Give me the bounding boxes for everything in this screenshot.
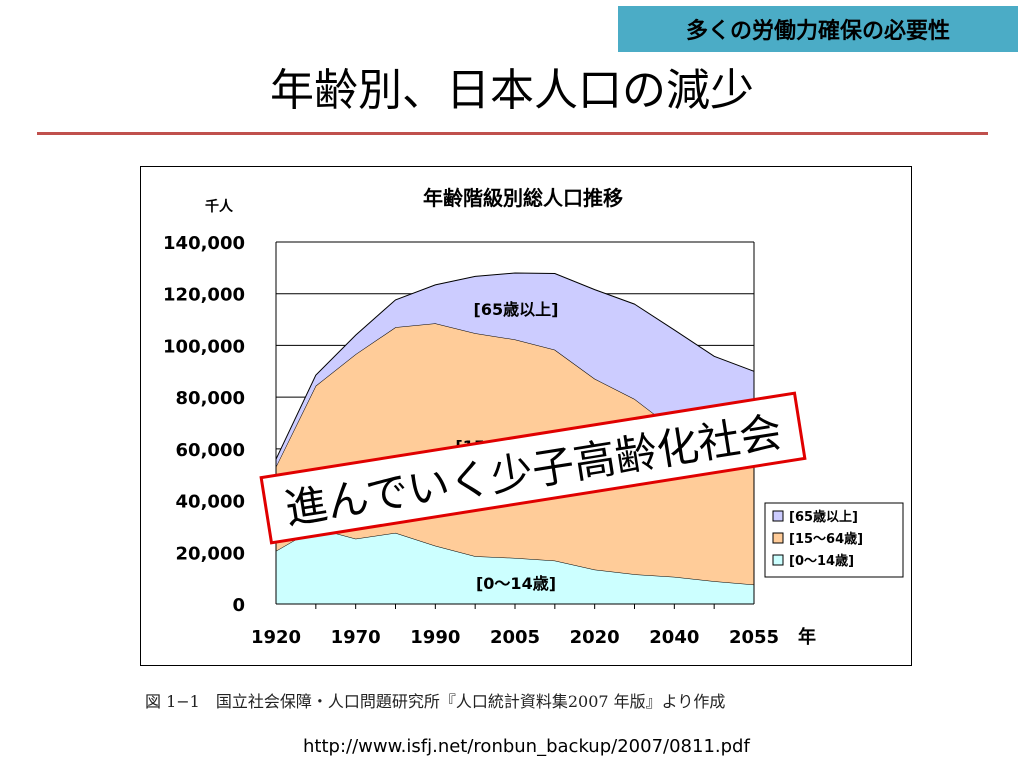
stamp-box [259,391,807,545]
area-label-young: [0〜14歳] [476,574,556,593]
source-url: http://www.isfj.net/ronbun_backup/2007/0… [303,736,750,757]
series-line [275,272,755,460]
area-young [276,528,754,604]
figure-caption: 図 1−1 国立社会保障・人口問題研究所『人口統計資料集2007 年版』より作成 [145,692,726,711]
x-tick-label: 2040 [649,627,699,648]
x-tick-label: 1990 [410,627,460,648]
y-tick-label: 40,000 [176,492,245,513]
legend-entry: [0〜14歳] [789,553,854,569]
chart-frame: 年齢階級別総人口推移千人 0 20,000 40,000 60,000 80,000 100… [140,166,912,666]
area-elderly [276,273,754,467]
y-tick-label: 0 [232,595,245,616]
y-tick-label: 60,000 [176,440,245,461]
chart-title: 年齢階級別総人口推移 [423,186,623,210]
x-axis-label: 年 [798,626,816,648]
title-divider [37,132,988,135]
y-tick-label: 100,000 [163,336,245,357]
y-tick-label: 140,000 [163,233,245,254]
topic-tag: 多くの労働力確保の必要性 [618,6,1018,52]
y-tick-label: 120,000 [163,285,245,306]
legend-swatch [772,510,784,522]
x-tick-label: 2055 [729,627,779,648]
legend-swatch [772,532,784,544]
area-label-elderly: [65歳以上] [474,300,559,319]
x-tick-label: 1920 [251,627,301,648]
y-tick-label: 20,000 [176,543,245,564]
legend-swatch [772,554,784,566]
legend-entry: [65歳以上] [789,509,858,525]
x-tick-label: 2020 [570,627,620,648]
legend-box [764,502,904,578]
x-tick-label: 2005 [490,627,540,648]
y-tick-label: 80,000 [176,388,245,409]
legend-entry: [15〜64歳] [789,531,863,547]
slide-title: 年齢別、日本人口の減少 [270,65,754,116]
x-tick-label: 1970 [331,627,381,648]
y-axis-unit: 千人 [205,198,234,215]
